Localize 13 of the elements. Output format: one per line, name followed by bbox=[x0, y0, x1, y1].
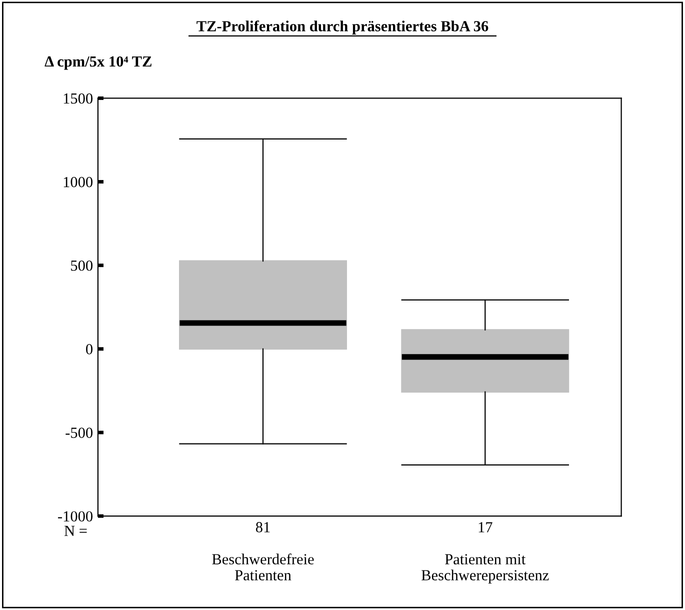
text: N = bbox=[64, 526, 87, 536]
y-tick-label: 500 bbox=[71, 260, 93, 271]
y-tick-label: -500 bbox=[66, 428, 93, 438]
y-axis-title: Δ cpm/5x 10⁴ TZ bbox=[44, 56, 152, 70]
chart-title: TZ-Proliferation durch präsentiertes BbA 36 bbox=[196, 20, 488, 34]
y-tick-label: 1000 bbox=[64, 176, 93, 188]
y-tick-label: -1000 bbox=[58, 511, 93, 522]
y-tick-label: 1500 bbox=[64, 93, 93, 104]
x-tick-label: Beschwerdefreie Patienten bbox=[212, 554, 314, 580]
y-tick-label: 0 bbox=[86, 344, 93, 354]
text: 17 bbox=[478, 522, 492, 532]
x-tick-label: Patienten mit Beschwerepersistenz bbox=[422, 554, 549, 584]
text: 81 bbox=[256, 522, 270, 532]
